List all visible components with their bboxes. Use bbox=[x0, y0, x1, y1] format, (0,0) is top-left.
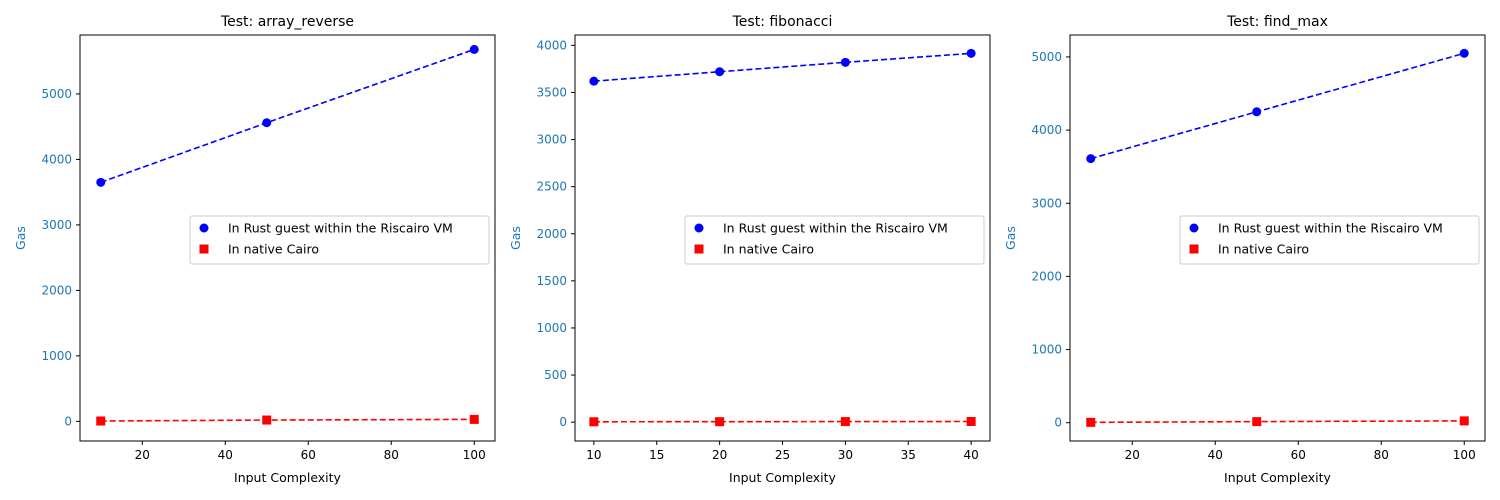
legend-label: In Rust guest within the Riscairo VM bbox=[1218, 221, 1443, 236]
x-tick-label: 100 bbox=[1453, 448, 1476, 462]
y-tick-label: 500 bbox=[544, 368, 567, 382]
x-axis-label: Input Complexity bbox=[234, 470, 342, 485]
y-tick-label: 2000 bbox=[536, 227, 567, 241]
data-point bbox=[96, 416, 106, 426]
data-point bbox=[1086, 417, 1096, 427]
data-point bbox=[469, 44, 479, 54]
data-point bbox=[966, 417, 976, 427]
data-point bbox=[840, 417, 850, 427]
y-tick-label: 3500 bbox=[536, 85, 567, 99]
legend-box bbox=[684, 215, 985, 265]
y-tick-label: 1500 bbox=[536, 274, 567, 288]
y-tick-label: 1000 bbox=[1031, 343, 1062, 357]
x-tick-label: 35 bbox=[901, 448, 916, 462]
legend-label: In Rust guest within the Riscairo VM bbox=[228, 221, 453, 236]
x-tick-label: 20 bbox=[1125, 448, 1140, 462]
series-line bbox=[593, 52, 972, 82]
y-tick-label: 2000 bbox=[1031, 269, 1062, 283]
series-2 bbox=[96, 414, 479, 426]
data-point bbox=[715, 417, 725, 427]
data-point bbox=[715, 67, 725, 77]
x-tick-label: 40 bbox=[963, 448, 978, 462]
x-tick-label: 15 bbox=[649, 448, 664, 462]
data-point bbox=[840, 57, 850, 67]
chart-title: Test: array_reverse bbox=[220, 14, 354, 30]
data-point bbox=[1459, 48, 1469, 58]
data-point bbox=[966, 48, 976, 58]
y-tick-label: 4000 bbox=[1031, 123, 1062, 137]
series-2 bbox=[1086, 416, 1469, 427]
y-tick-label: 3000 bbox=[536, 133, 567, 147]
y-tick-label: 1000 bbox=[536, 321, 567, 335]
y-tick-label: 5000 bbox=[41, 87, 72, 101]
y-tick-label: 5000 bbox=[1031, 50, 1062, 64]
y-axis-label: Gas bbox=[13, 226, 28, 250]
x-tick-label: 60 bbox=[301, 448, 316, 462]
legend: In Rust guest within the Riscairo VM In n… bbox=[684, 215, 985, 265]
x-axis-label: Input Complexity bbox=[729, 470, 837, 485]
series-2 bbox=[589, 417, 976, 427]
legend-box bbox=[1179, 215, 1480, 265]
y-tick-label: 4000 bbox=[536, 38, 567, 52]
data-point bbox=[1252, 107, 1262, 117]
y-tick-label: 3000 bbox=[41, 218, 72, 232]
y-axis-label: Gas bbox=[1003, 226, 1018, 250]
legend-marker bbox=[1189, 244, 1199, 254]
series-1 bbox=[1086, 48, 1469, 164]
data-point bbox=[589, 76, 599, 86]
legend-label: In native Cairo bbox=[1218, 242, 1309, 257]
legend: In Rust guest within the Riscairo VM In n… bbox=[189, 215, 490, 265]
y-tick-label: 0 bbox=[559, 415, 567, 429]
series-1 bbox=[96, 44, 479, 187]
x-tick-label: 80 bbox=[384, 448, 399, 462]
y-tick-label: 2500 bbox=[536, 180, 567, 194]
x-tick-label: 80 bbox=[1374, 448, 1389, 462]
chart-panel-2: Test: fibonacci 10 15 20 25 30 35 40 0 500 1000 150… bbox=[508, 14, 991, 485]
data-point bbox=[1459, 416, 1469, 426]
y-axis-label: Gas bbox=[508, 226, 523, 250]
legend-marker bbox=[199, 223, 209, 233]
x-tick-label: 10 bbox=[586, 448, 601, 462]
data-point bbox=[469, 414, 479, 424]
data-point bbox=[262, 415, 272, 425]
legend-marker bbox=[694, 244, 704, 254]
x-tick-label: 20 bbox=[712, 448, 727, 462]
y-tick-label: 0 bbox=[64, 414, 72, 428]
legend-marker bbox=[694, 223, 704, 233]
data-point bbox=[96, 177, 106, 187]
x-tick-label: 40 bbox=[218, 448, 233, 462]
x-tick-label: 100 bbox=[463, 448, 486, 462]
y-tick-label: 2000 bbox=[41, 283, 72, 297]
legend-marker bbox=[1189, 223, 1199, 233]
y-tick-label: 4000 bbox=[41, 152, 72, 166]
data-point bbox=[262, 118, 272, 128]
series-1 bbox=[589, 48, 976, 86]
x-tick-label: 40 bbox=[1208, 448, 1223, 462]
data-point bbox=[589, 417, 599, 427]
data-point bbox=[1252, 417, 1262, 427]
x-tick-label: 30 bbox=[838, 448, 853, 462]
x-tick-label: 60 bbox=[1291, 448, 1306, 462]
axes-frame bbox=[1069, 34, 1486, 442]
axes-frame bbox=[79, 34, 496, 442]
legend-marker bbox=[199, 244, 209, 254]
x-tick-label: 20 bbox=[135, 448, 150, 462]
y-tick-label: 0 bbox=[1054, 416, 1062, 430]
y-tick-label: 3000 bbox=[1031, 196, 1062, 210]
legend: In Rust guest within the Riscairo VM In n… bbox=[1179, 215, 1480, 265]
data-point bbox=[1086, 154, 1096, 164]
y-tick-label: 1000 bbox=[41, 349, 72, 363]
legend-label: In native Cairo bbox=[228, 242, 319, 257]
legend-box bbox=[189, 215, 490, 265]
x-tick-label: 25 bbox=[775, 448, 790, 462]
chart-title: Test: find_max bbox=[1226, 14, 1328, 30]
x-axis-label: Input Complexity bbox=[1224, 470, 1332, 485]
chart-title: Test: fibonacci bbox=[732, 14, 833, 30]
legend-label: In Rust guest within the Riscairo VM bbox=[723, 221, 948, 236]
legend-label: In native Cairo bbox=[723, 242, 814, 257]
